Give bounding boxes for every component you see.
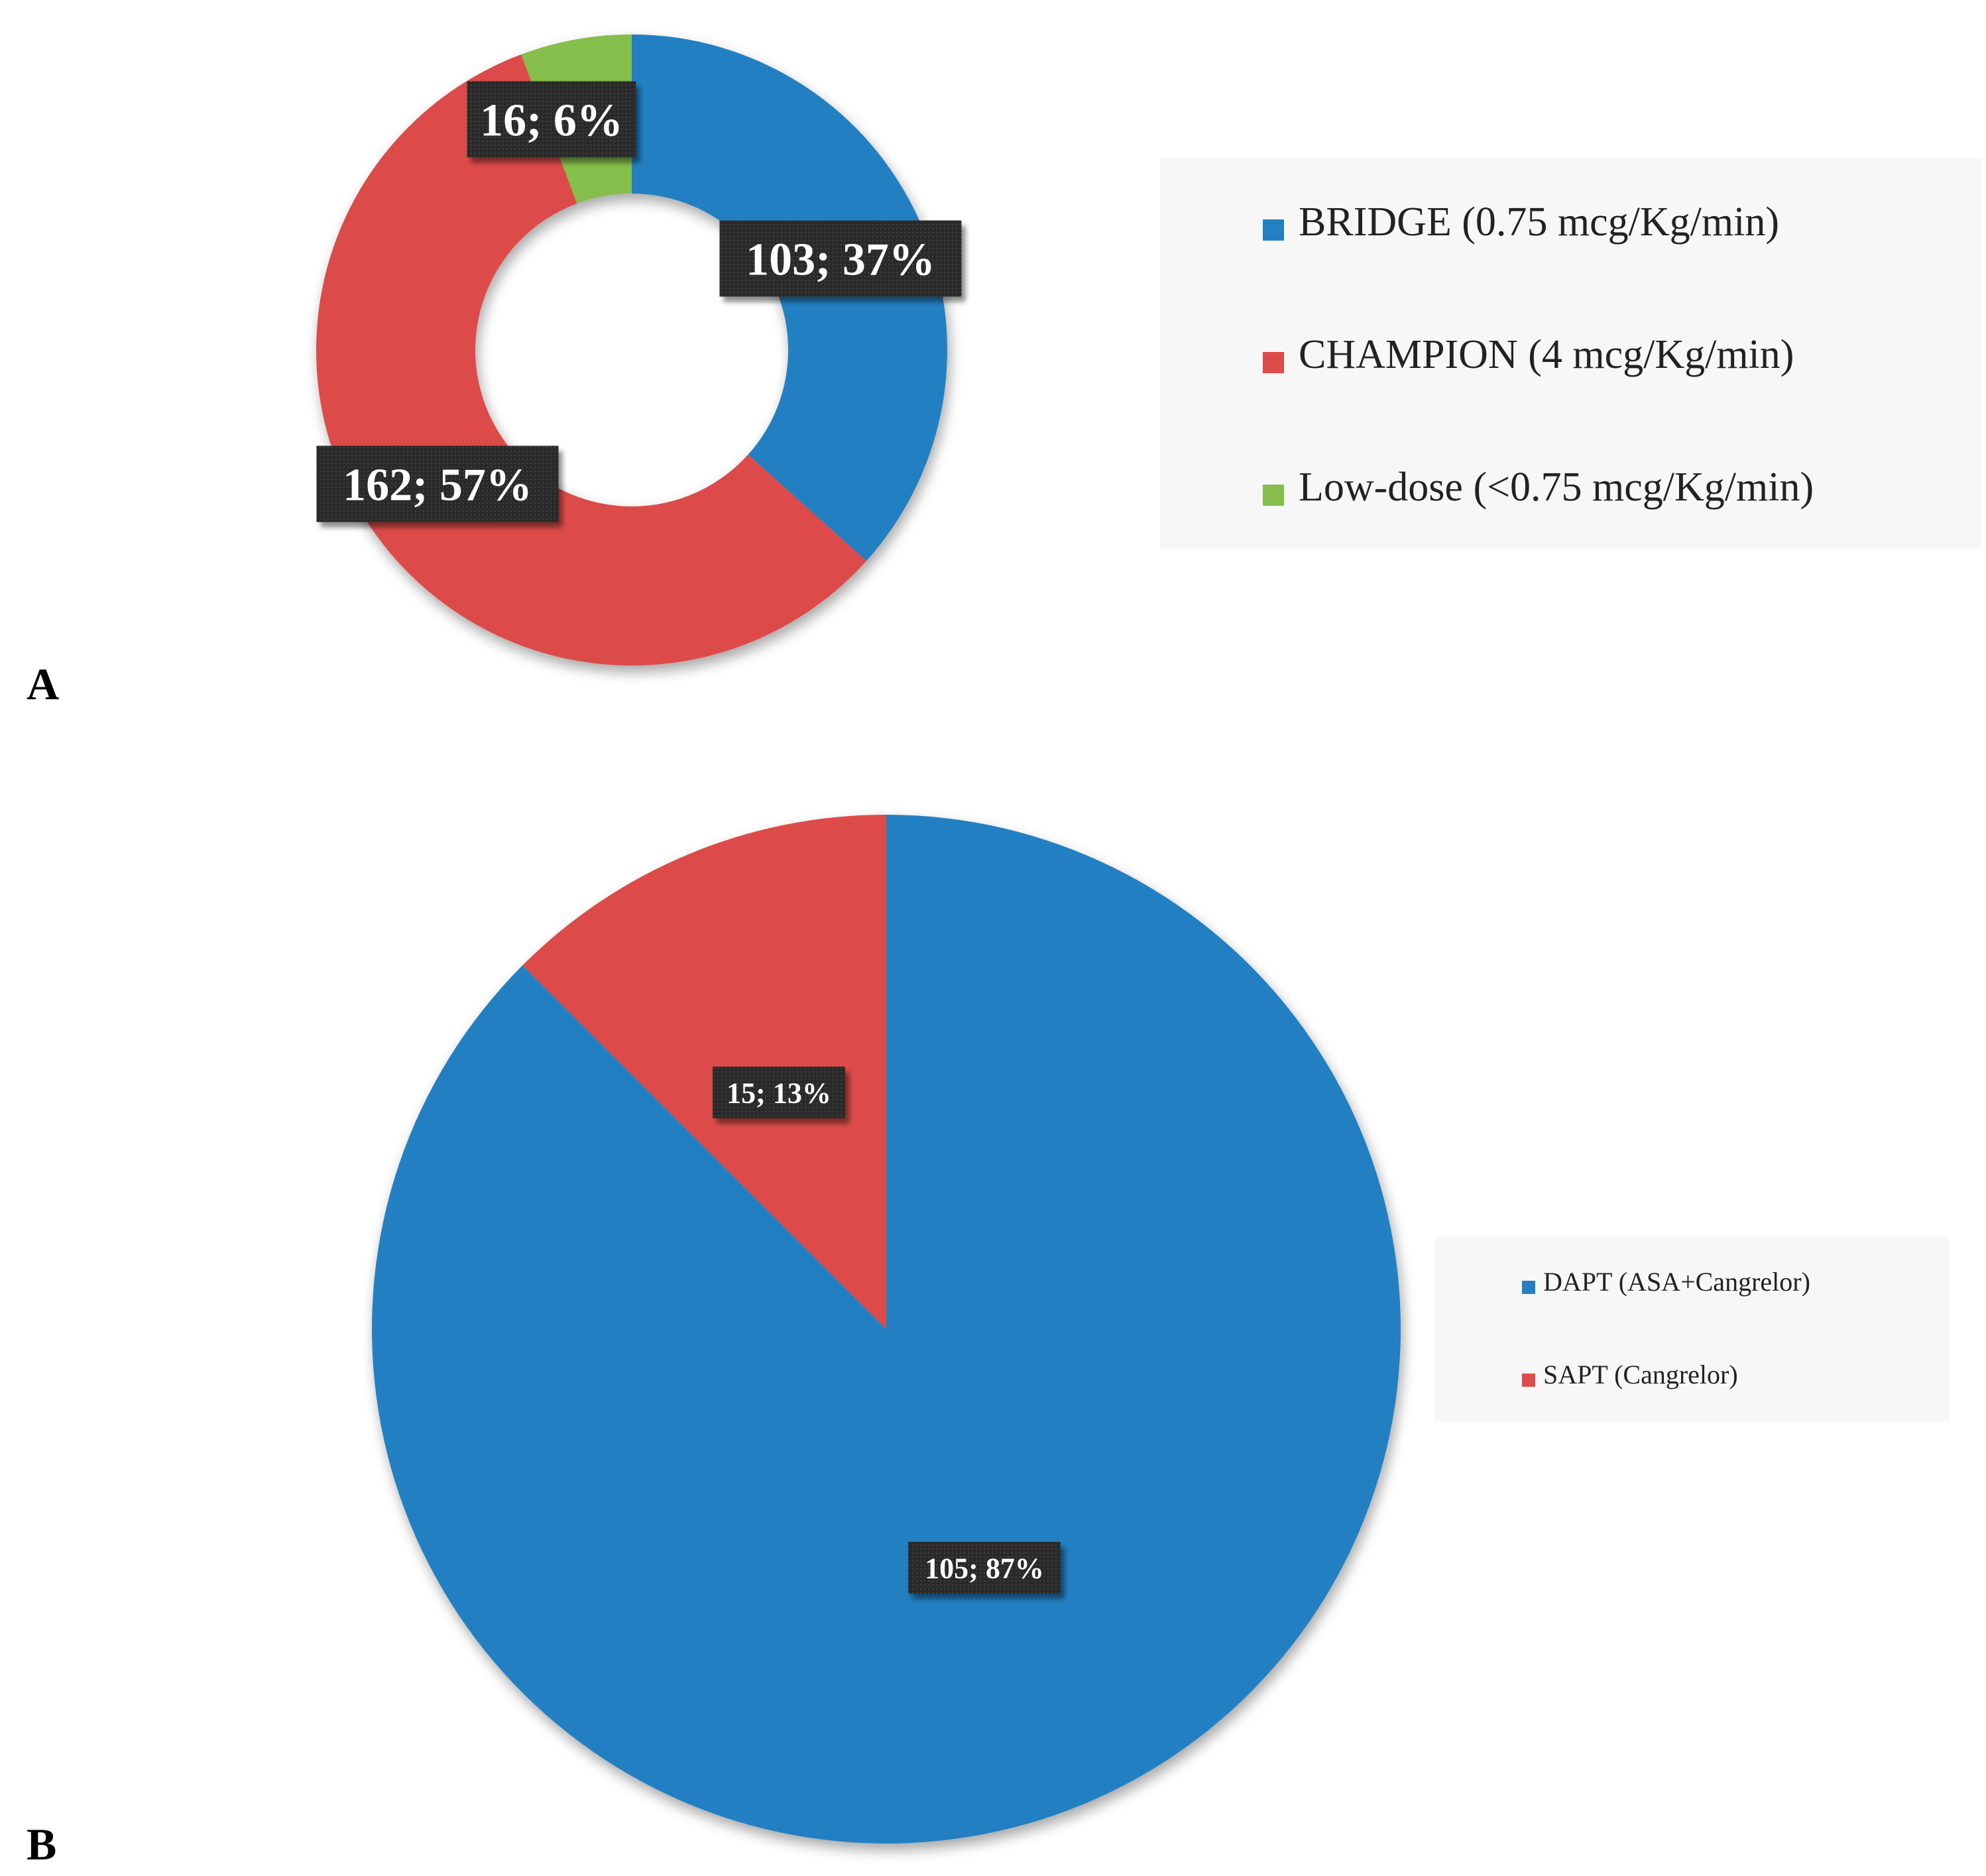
data-label-text: 103; 37% [746, 235, 935, 286]
legend-item-label: SAPT (Cangrelor) [1543, 1360, 1738, 1389]
data-label-text: 15; 13% [727, 1077, 831, 1109]
legend-item-label: BRIDGE (0.75 mcg/Kg/min) [1299, 200, 1779, 245]
panel-label-b: B [27, 1819, 56, 1869]
data-label-box [713, 1067, 845, 1118]
chart-panel-a: BRIDGE (0.75 mcg/Kg/min) CHAMPION (4 mcg/… [27, 34, 1981, 709]
data-label: 162; 57% [316, 445, 559, 522]
slice-bridge [632, 34, 948, 561]
panel-label-a: A [27, 659, 59, 709]
pie-slices [372, 815, 1401, 1844]
legend-swatch [1263, 352, 1284, 373]
legend-item-label: Low-dose (<0.75 mcg/Kg/min) [1299, 465, 1814, 510]
legend-swatch [1522, 1281, 1535, 1294]
chart-panel-b: DAPT (ASA+Cangrelor) SAPT (Cangrelor) 105… [27, 815, 1949, 1869]
legend-swatch [1522, 1374, 1535, 1387]
data-label-box [719, 220, 962, 297]
data-label: 15; 13% [713, 1067, 845, 1118]
legend-item-label: DAPT (ASA+Cangrelor) [1543, 1267, 1810, 1297]
data-label: 16; 6% [467, 81, 636, 158]
legend-swatch [1263, 219, 1284, 241]
data-label-text: 16; 6% [480, 95, 623, 147]
legend: DAPT (ASA+Cangrelor) SAPT (Cangrelor) [1522, 1267, 1810, 1389]
data-label-box [316, 445, 559, 522]
data-labels: 103; 37% 162; 57% 16; 6% [316, 81, 962, 522]
data-labels: 105; 87% 15; 13% [713, 1067, 1061, 1594]
slice-sapt [522, 815, 886, 1329]
data-label-text: 105; 87% [925, 1552, 1044, 1584]
legend-swatch [1263, 485, 1284, 506]
data-label: 105; 87% [908, 1542, 1061, 1594]
data-label-box [467, 81, 636, 158]
legend-item-label: CHAMPION (4 mcg/Kg/min) [1299, 332, 1794, 377]
legend-box [1160, 158, 1981, 549]
legend: BRIDGE (0.75 mcg/Kg/min) CHAMPION (4 mcg/… [1263, 200, 1814, 510]
data-label-text: 162; 57% [343, 460, 532, 511]
data-label-box [908, 1542, 1061, 1594]
legend-box [1435, 1236, 1949, 1422]
data-label: 103; 37% [719, 220, 962, 297]
